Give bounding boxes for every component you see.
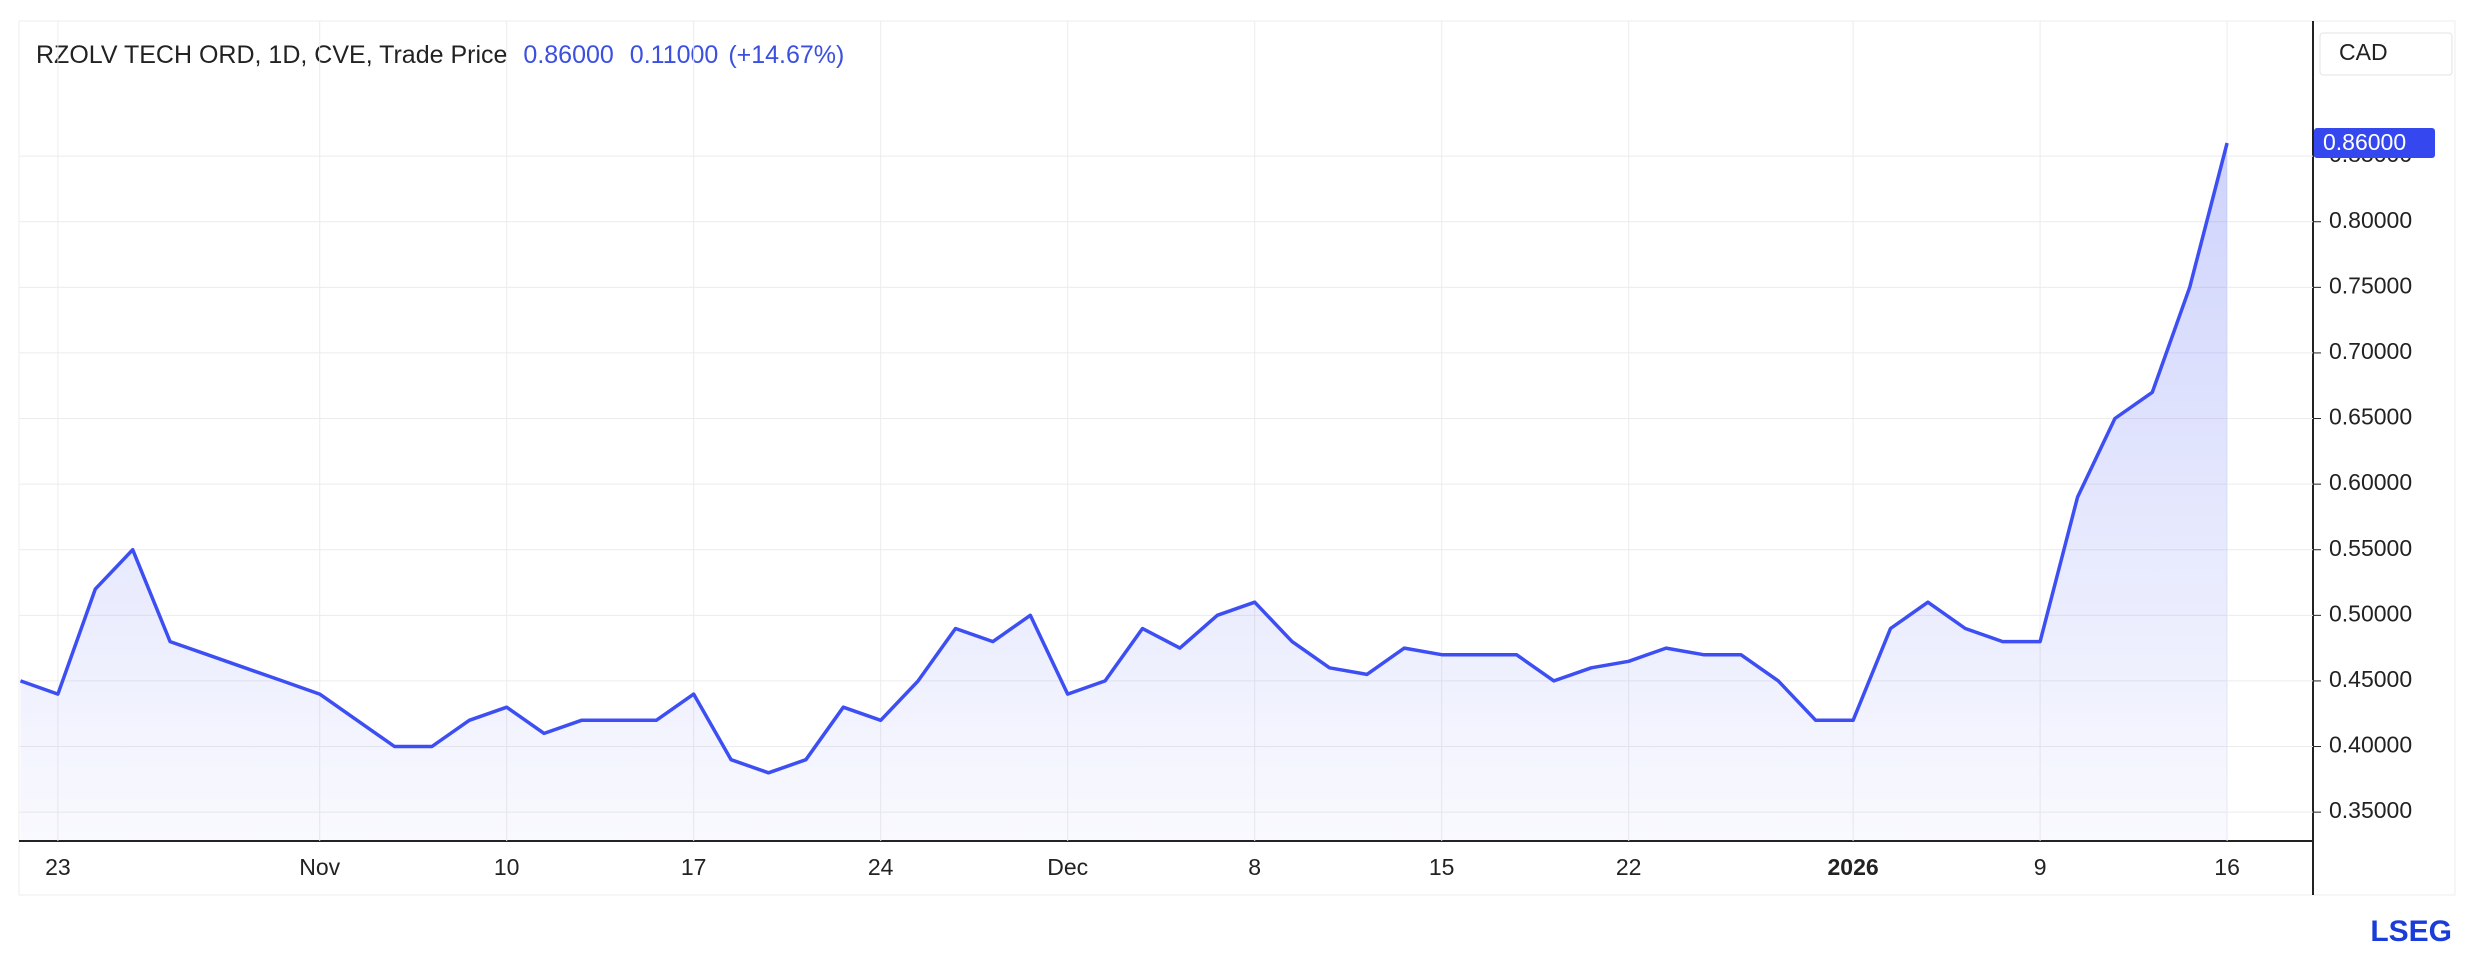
header: RZOLV TECH ORD, 1D, CVE, Trade Price 0.86… bbox=[36, 41, 844, 69]
x-tick-label: 24 bbox=[868, 854, 894, 880]
price-line bbox=[19, 142, 2229, 775]
header-change: 0.11000 bbox=[630, 41, 719, 69]
frame bbox=[18, 20, 2456, 896]
y-tick-label: 0.50000 bbox=[2329, 600, 2412, 626]
y-tick-label: 0.35000 bbox=[2329, 797, 2412, 823]
x-tick-label: 8 bbox=[1248, 854, 1261, 880]
header-change-pct: (+14.67%) bbox=[728, 41, 844, 69]
y-tick-label: 0.55000 bbox=[2329, 535, 2412, 561]
currency: CAD bbox=[2339, 39, 2388, 65]
currency-box[interactable] bbox=[2319, 32, 2453, 76]
x-tick-label: 17 bbox=[681, 854, 707, 880]
header-price: 0.86000 bbox=[523, 41, 613, 69]
x-tick-label: Nov bbox=[299, 854, 340, 880]
x-tick-label: 2026 bbox=[1828, 854, 1879, 880]
y-tick-label: 0.70000 bbox=[2329, 338, 2412, 364]
area bbox=[20, 143, 2228, 841]
x-tick-label: 10 bbox=[494, 854, 520, 880]
y-tick-label: 0.75000 bbox=[2329, 272, 2412, 298]
logo: LSEG bbox=[2370, 915, 2452, 948]
y-tick-label: 0.80000 bbox=[2329, 207, 2412, 233]
y-tick-label: 0.65000 bbox=[2329, 404, 2412, 430]
price-badge bbox=[2314, 128, 2435, 159]
y-tick-label: 0.40000 bbox=[2329, 732, 2412, 758]
x-tick-label: 16 bbox=[2214, 854, 2240, 880]
header-title: RZOLV TECH ORD, 1D, CVE, Trade Price bbox=[36, 41, 507, 69]
x-tick-label: 22 bbox=[1616, 854, 1642, 880]
y-tick-label: 0.45000 bbox=[2329, 666, 2412, 692]
x-tick-label: 9 bbox=[2034, 854, 2047, 880]
x-tick-label: Dec bbox=[1047, 854, 1088, 880]
x-tick-label: 23 bbox=[45, 854, 71, 880]
price-badge-label: 0.86000 bbox=[2323, 129, 2406, 155]
y-tick-label: 0.60000 bbox=[2329, 469, 2412, 495]
x-tick-label: 15 bbox=[1429, 854, 1455, 880]
